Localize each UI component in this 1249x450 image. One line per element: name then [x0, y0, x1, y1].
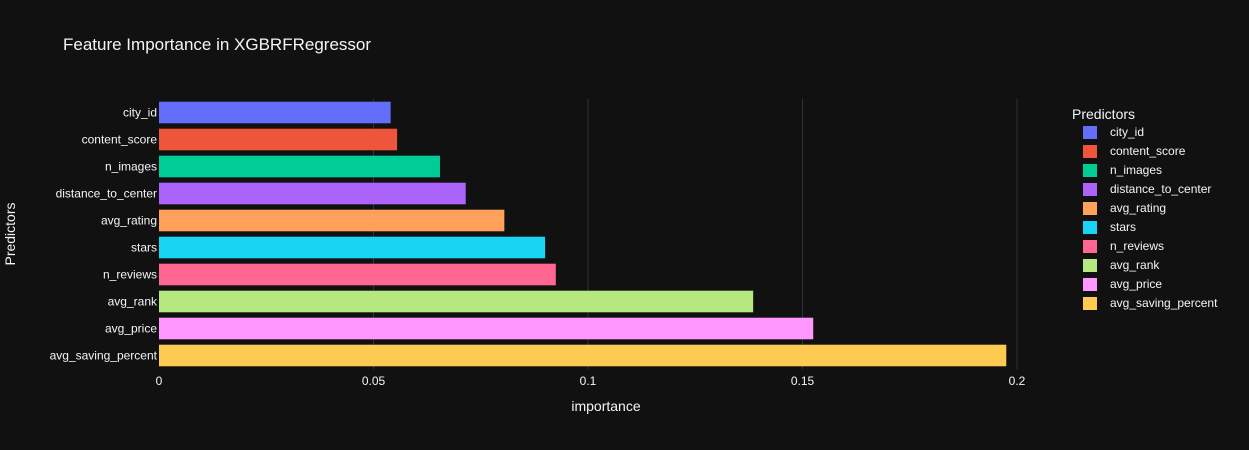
- legend-title: Predictors: [1072, 106, 1135, 122]
- legend-swatch: [1083, 240, 1097, 253]
- bar-n-reviews[interactable]: [159, 263, 556, 286]
- x-tick-3: 0.15: [791, 374, 815, 388]
- x-tick-labels: 0 0.05 0.1 0.15 0.2: [156, 374, 1026, 388]
- legend-label: city_id: [1110, 125, 1144, 139]
- legend-item-avg-rating[interactable]: avg_rating: [1083, 201, 1166, 215]
- x-tick-2: 0.1: [580, 374, 597, 388]
- legend-label: stars: [1110, 220, 1136, 234]
- legend: Predictors city_id content_score n_imagesd…: [1072, 106, 1218, 310]
- bars: [159, 101, 1007, 367]
- legend-label: n_reviews: [1110, 239, 1164, 253]
- legend-item-city-id[interactable]: city_id: [1083, 125, 1144, 139]
- y-tick-avg-rating: avg_rating: [101, 214, 157, 228]
- y-tick-avg-price: avg_price: [105, 322, 157, 336]
- y-tick-content-score: content_score: [82, 133, 158, 147]
- legend-swatch: [1083, 202, 1097, 215]
- bar-content-score[interactable]: [159, 128, 398, 151]
- legend-swatch: [1083, 259, 1097, 272]
- chart-title: Feature Importance in XGBRFRegressor: [63, 35, 371, 54]
- legend-swatch: [1083, 183, 1097, 196]
- legend-label: distance_to_center: [1110, 182, 1211, 196]
- legend-label: avg_rating: [1110, 201, 1166, 215]
- y-tick-n-images: n_images: [105, 160, 157, 174]
- legend-swatch: [1083, 164, 1097, 177]
- bar-distance-to-center[interactable]: [159, 182, 466, 205]
- legend-swatch: [1083, 221, 1097, 234]
- legend-item-avg-price[interactable]: avg_price: [1083, 277, 1162, 291]
- legend-item-n-images[interactable]: n_images: [1083, 163, 1162, 177]
- legend-item-content-score[interactable]: content_score: [1083, 144, 1186, 158]
- legend-label: avg_rank: [1110, 258, 1160, 272]
- legend-swatch: [1083, 278, 1097, 291]
- bar-n-images[interactable]: [159, 155, 440, 178]
- legend-swatch: [1083, 145, 1097, 158]
- bar-avg-price[interactable]: [159, 317, 814, 340]
- bar-city-id[interactable]: [159, 101, 391, 124]
- x-tick-1: 0.05: [362, 374, 386, 388]
- y-axis-title: Predictors: [2, 202, 18, 265]
- y-tick-stars: stars: [131, 241, 157, 255]
- x-tick-4: 0.2: [1009, 374, 1026, 388]
- y-tick-avg-rank: avg_rank: [108, 295, 158, 309]
- y-tick-labels: city_id content_score n_images distance_to_…: [50, 106, 158, 363]
- bar-avg-rank[interactable]: [159, 290, 754, 313]
- legend-item-distance-to-center[interactable]: distance_to_center: [1083, 182, 1211, 196]
- x-axis-title: importance: [571, 398, 640, 414]
- y-tick-n-reviews: n_reviews: [103, 268, 157, 282]
- y-tick-city-id: city_id: [123, 106, 157, 120]
- legend-item-avg-saving-percent[interactable]: avg_saving_percent: [1083, 296, 1218, 310]
- legend-label: avg_price: [1110, 277, 1162, 291]
- legend-label: n_images: [1110, 163, 1162, 177]
- legend-item-n-reviews[interactable]: n_reviews: [1083, 239, 1164, 253]
- bar-avg-rating[interactable]: [159, 209, 505, 232]
- legend-swatch: [1083, 126, 1097, 139]
- legend-item-stars[interactable]: stars: [1083, 220, 1136, 234]
- bar-stars[interactable]: [159, 236, 546, 259]
- legend-item-avg-rank[interactable]: avg_rank: [1083, 258, 1160, 272]
- legend-label: content_score: [1110, 144, 1186, 158]
- y-tick-avg-saving-percent: avg_saving_percent: [50, 349, 158, 363]
- legend-label: avg_saving_percent: [1110, 296, 1218, 310]
- legend-swatch: [1083, 297, 1097, 310]
- y-tick-distance-to-center: distance_to_center: [56, 187, 157, 201]
- bar-avg-saving-percent[interactable]: [159, 344, 1007, 367]
- x-tick-0: 0: [156, 374, 163, 388]
